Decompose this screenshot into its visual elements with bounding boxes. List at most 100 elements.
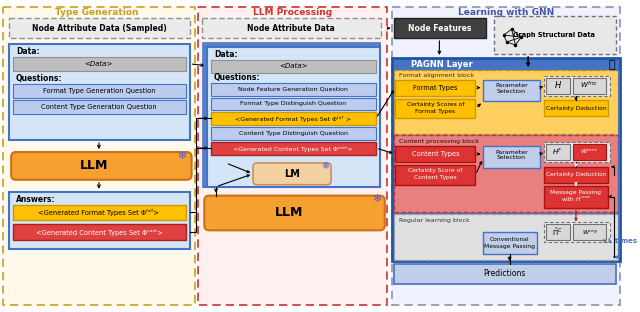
Bar [204,43,380,187]
Bar [544,100,608,116]
Text: Content Types: Content Types [414,175,457,180]
Bar [394,135,618,212]
Text: LLM: LLM [80,159,108,173]
Text: with $\tilde{H}^{cont}$: with $\tilde{H}^{cont}$ [561,195,591,204]
FancyBboxPatch shape [204,196,385,230]
Bar [13,205,186,220]
Bar [211,98,376,110]
Bar [396,99,476,118]
Bar [573,144,606,160]
Text: <Generated Format Types Set Φᶠᵃᵀ>: <Generated Format Types Set Φᶠᵃᵀ> [38,209,159,216]
Text: Message Passing: Message Passing [550,190,602,195]
Bar [13,224,186,240]
Text: Format alignment block: Format alignment block [399,73,474,78]
Text: Selection: Selection [497,155,526,160]
Bar [544,222,610,242]
Bar [546,224,570,240]
Text: Certainty Deduction: Certainty Deduction [546,172,606,177]
Text: Message Passing: Message Passing [484,244,535,249]
Text: $W^{reg}$: $W^{reg}$ [582,228,597,237]
Text: ❄: ❄ [321,161,330,171]
Bar [13,57,186,71]
Text: Node Feature Generation Question: Node Feature Generation Question [238,87,348,92]
Text: $W^{fmc}$: $W^{fmc}$ [580,80,599,91]
Text: Node Attribute Data (Sampled): Node Attribute Data (Sampled) [31,24,166,33]
Text: <Data>: <Data> [84,61,113,67]
Bar [9,18,189,38]
Text: Selection: Selection [497,89,526,94]
Text: Format Types: Format Types [415,109,456,114]
Bar [483,80,540,101]
Text: Learning with GNN: Learning with GNN [458,8,554,17]
Text: Format Types: Format Types [413,85,458,90]
Text: <Generated Content Types Set Φᶜᵒⁿᵗ>: <Generated Content Types Set Φᶜᵒⁿᵗ> [233,146,353,152]
Bar [544,186,608,207]
Bar [396,146,476,162]
Bar [394,18,486,38]
Bar [211,60,376,73]
Text: ❄: ❄ [177,151,186,161]
Text: ×L times: ×L times [602,238,637,244]
Bar [396,165,476,185]
Text: Format Type Generation Question: Format Type Generation Question [43,88,155,94]
Bar [394,264,616,284]
Bar [13,84,186,98]
Bar [9,192,189,249]
Bar [546,144,570,160]
Text: 🔥: 🔥 [609,60,615,70]
Bar [202,18,381,38]
Text: Questions:: Questions: [16,74,63,83]
Text: Predictions: Predictions [484,270,526,278]
Bar [211,127,376,140]
Text: Questions:: Questions: [214,73,260,82]
Bar [483,146,540,168]
Bar [9,44,189,140]
Bar [494,16,616,54]
Text: Node Attribute Data: Node Attribute Data [247,24,335,33]
Bar [392,58,620,261]
Text: Parameter: Parameter [495,83,528,88]
Text: Format Type Distinguish Question: Format Type Distinguish Question [240,101,346,106]
Text: Certainty Scores of: Certainty Scores of [407,102,464,107]
Text: Data:: Data: [214,51,237,59]
Bar [483,232,537,254]
Text: H: H [554,81,561,90]
Text: LLM Processing: LLM Processing [253,8,332,17]
Bar [546,78,570,94]
Text: $W^{cont}$: $W^{cont}$ [580,148,599,157]
Text: Content Type Generation Question: Content Type Generation Question [41,105,157,110]
Text: Graph Structural Data: Graph Structural Data [513,32,595,38]
Text: Conventional: Conventional [490,237,529,242]
Text: $H^F$: $H^F$ [552,146,563,158]
Bar [13,100,186,115]
Bar [211,83,376,95]
Bar [198,7,387,305]
Text: <Generated Format Types Set Φᶠᵃᵀ >: <Generated Format Types Set Φᶠᵃᵀ > [235,116,351,122]
FancyBboxPatch shape [11,152,191,180]
Bar [392,7,620,305]
Bar [544,167,608,183]
Text: Content Types: Content Types [412,151,460,157]
Text: PAGNN Layer: PAGNN Layer [411,60,473,69]
Text: LLM: LLM [275,206,303,219]
Text: <Generated Content Types Set Φᶜᵒⁿᵗ>: <Generated Content Types Set Φᶜᵒⁿᵗ> [36,229,163,236]
Text: Content processing block: Content processing block [399,139,479,144]
Text: Certainty Score of: Certainty Score of [408,168,463,173]
Text: ❄: ❄ [372,194,381,204]
Bar [211,112,376,125]
Bar [394,70,618,134]
Bar [544,142,610,162]
Text: Data:: Data: [16,47,40,56]
Bar [211,142,376,155]
Text: Certainty Deduction: Certainty Deduction [546,106,606,111]
Text: <Data>: <Data> [279,63,307,69]
Bar [207,47,380,187]
Text: LM: LM [284,169,300,179]
Bar [544,76,610,95]
Bar [394,214,618,260]
Bar [205,45,380,187]
FancyBboxPatch shape [253,163,331,185]
Text: Parameter: Parameter [495,149,528,154]
Text: Node Features: Node Features [408,24,471,33]
Bar [396,80,476,95]
